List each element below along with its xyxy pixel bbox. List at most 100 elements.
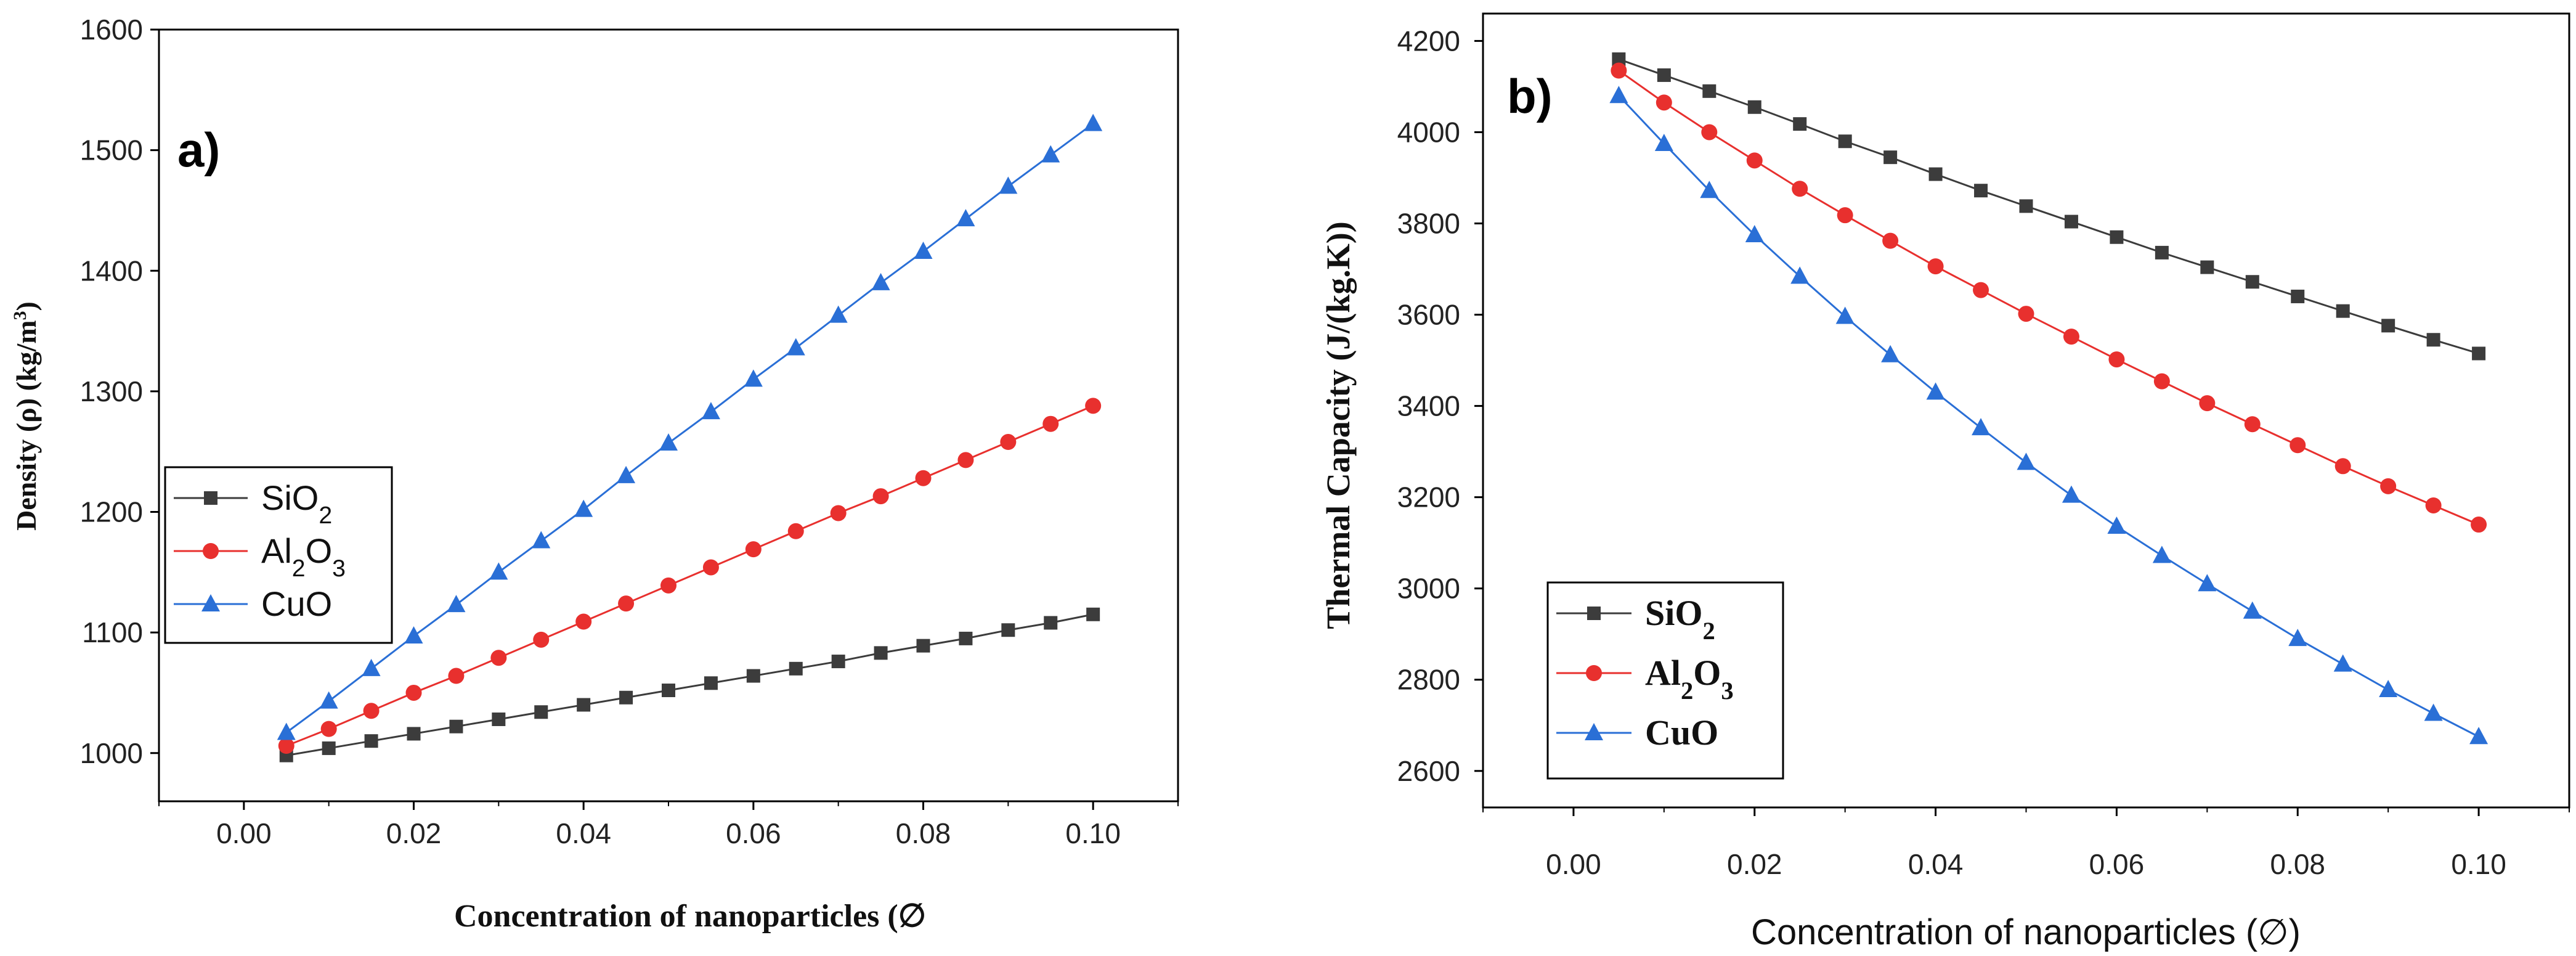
y-tick-label: 2600 [1397,755,1460,787]
legend-label-SiO2: SiO2 [1645,593,1715,645]
data-point-CuO [2424,703,2443,721]
data-point-CuO [914,241,933,259]
data-point-CuO [956,209,975,227]
legend-label-main: CuO [261,584,332,623]
data-point-CuO [1881,345,1900,362]
data-point-Al2O3 [1611,62,1627,79]
x-tick-label: 0.08 [896,817,951,849]
legend-label-sub: 2 [292,555,306,582]
x-tick-label: 0.06 [2089,848,2145,880]
x-tick-label: 0.02 [1727,848,1782,880]
data-point-SiO2 [1838,134,1852,149]
x-tick-label: 0.00 [1546,848,1601,880]
data-point-Al2O3 [1746,152,1763,169]
data-point-CuO [2379,680,2398,698]
data-point-CuO [1790,266,1810,284]
legend-marker-CuO [1585,723,1603,740]
data-point-Al2O3 [2380,478,2397,494]
series-CuO [1609,86,2489,745]
data-point-SiO2 [789,661,803,676]
series-line-SiO2 [286,613,1094,757]
data-point-CuO [447,595,466,613]
y-tick-label: 1300 [80,375,143,407]
data-point-SiO2 [2110,230,2124,244]
data-point-CuO [2288,629,2307,647]
data-point-Al2O3 [1701,124,1718,141]
data-point-Al2O3 [1000,434,1017,451]
data-point-SiO2 [1086,607,1100,621]
legend-box [164,466,393,644]
legend-label-main: CuO [1645,713,1718,753]
data-point-SiO2 [534,705,548,719]
legend-label-Al2O3: Al2O3 [1645,653,1734,705]
data-point-SiO2 [577,698,591,712]
data-point-Al2O3 [957,452,974,468]
data-point-Al2O3 [702,559,719,576]
data-point-SiO2 [619,690,633,705]
data-point-CuO [277,722,296,740]
data-point-Al2O3 [2108,351,2125,368]
data-point-Al2O3 [2290,437,2306,454]
y-tick-label: 3400 [1397,390,1460,422]
series-line-SiO2 [1618,58,2479,354]
data-point-Al2O3 [618,595,635,612]
legend-label-main: SiO [1645,593,1703,633]
data-point-Al2O3 [830,505,847,521]
data-point-Al2O3 [490,650,507,666]
data-point-CuO [1745,225,1764,243]
data-point-CuO [1654,133,1673,151]
data-point-CuO [1609,86,1628,104]
x-tick-label: 0.00 [216,817,272,849]
data-point-Al2O3 [363,703,380,719]
data-point-CuO [362,658,381,676]
legend-box [1546,581,1784,780]
y-tick-label: 1000 [80,737,143,769]
data-point-SiO2 [2381,319,2395,333]
legend-label-sub: 2 [1681,677,1693,705]
legend-label-main: SiO [261,478,319,517]
data-point-CuO [829,305,848,323]
legend-label-SiO2: SiO2 [261,478,332,529]
legend-marker-Al2O3 [203,543,219,559]
data-point-SiO2 [662,684,675,698]
data-point-SiO2 [916,639,930,653]
legend-label-sub: 2 [319,502,332,529]
data-point-Al2O3 [1837,207,1853,224]
y-axis-label-main: Density (ρ) (kg/m [10,320,42,530]
y-tick-label: 1100 [82,616,143,648]
y-tick-label: 2800 [1397,664,1460,696]
data-point-Al2O3 [1927,258,1944,275]
data-point-SiO2 [449,719,463,733]
data-point-Al2O3 [787,523,804,539]
data-point-Al2O3 [2018,306,2034,322]
data-point-Al2O3 [2425,497,2442,513]
data-point-Al2O3 [1042,415,1059,432]
data-point-CuO [1041,145,1060,163]
data-point-CuO [2152,545,2171,563]
data-point-Al2O3 [1085,398,1102,414]
y-tick-label: 3000 [1397,573,1460,605]
data-point-SiO2 [2019,199,2033,213]
data-point-Al2O3 [448,668,465,684]
data-point-CuO [2243,601,2262,619]
x-tick-label: 0.04 [556,817,611,849]
legend-label-CuO: CuO [1645,713,1718,753]
data-point-Al2O3 [660,577,677,594]
panel-label: a) [177,123,220,177]
legend-marker-CuO [201,594,220,611]
y-tick-label: 3800 [1397,208,1460,240]
data-point-CuO [786,338,805,356]
data-point-CuO [1835,306,1855,324]
data-point-CuO [617,465,636,483]
data-point-Al2O3 [745,541,762,558]
x-axis-label: Concentration of nanoparticles (∅) [1751,912,2301,952]
data-point-SiO2 [1883,150,1898,165]
data-point-Al2O3 [405,684,422,701]
data-point-SiO2 [1657,68,1671,82]
data-point-SiO2 [1793,117,1807,131]
data-point-SiO2 [492,712,506,726]
data-point-SiO2 [2336,304,2350,318]
data-point-SiO2 [2064,214,2078,229]
